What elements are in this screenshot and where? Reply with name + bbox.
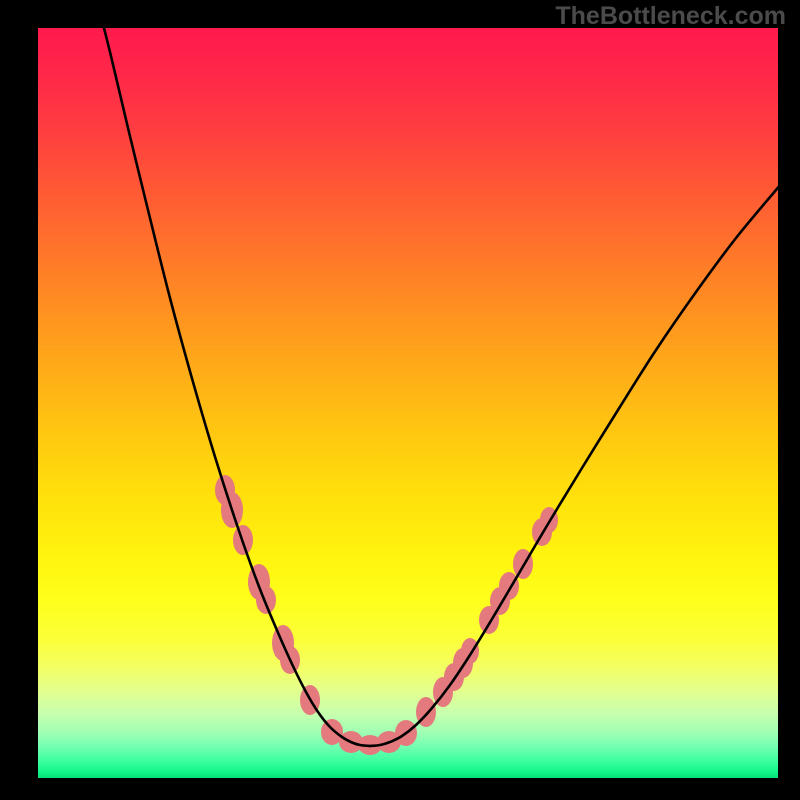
chart-frame: TheBottleneck.com: [0, 0, 800, 800]
watermark-text: TheBottleneck.com: [555, 2, 786, 31]
curve-right: [370, 185, 778, 746]
data-marker: [461, 638, 479, 664]
curve-left: [95, 28, 370, 746]
marker-group: [215, 475, 558, 755]
plot-area: [38, 28, 778, 778]
v-curve-chart: [38, 28, 778, 778]
